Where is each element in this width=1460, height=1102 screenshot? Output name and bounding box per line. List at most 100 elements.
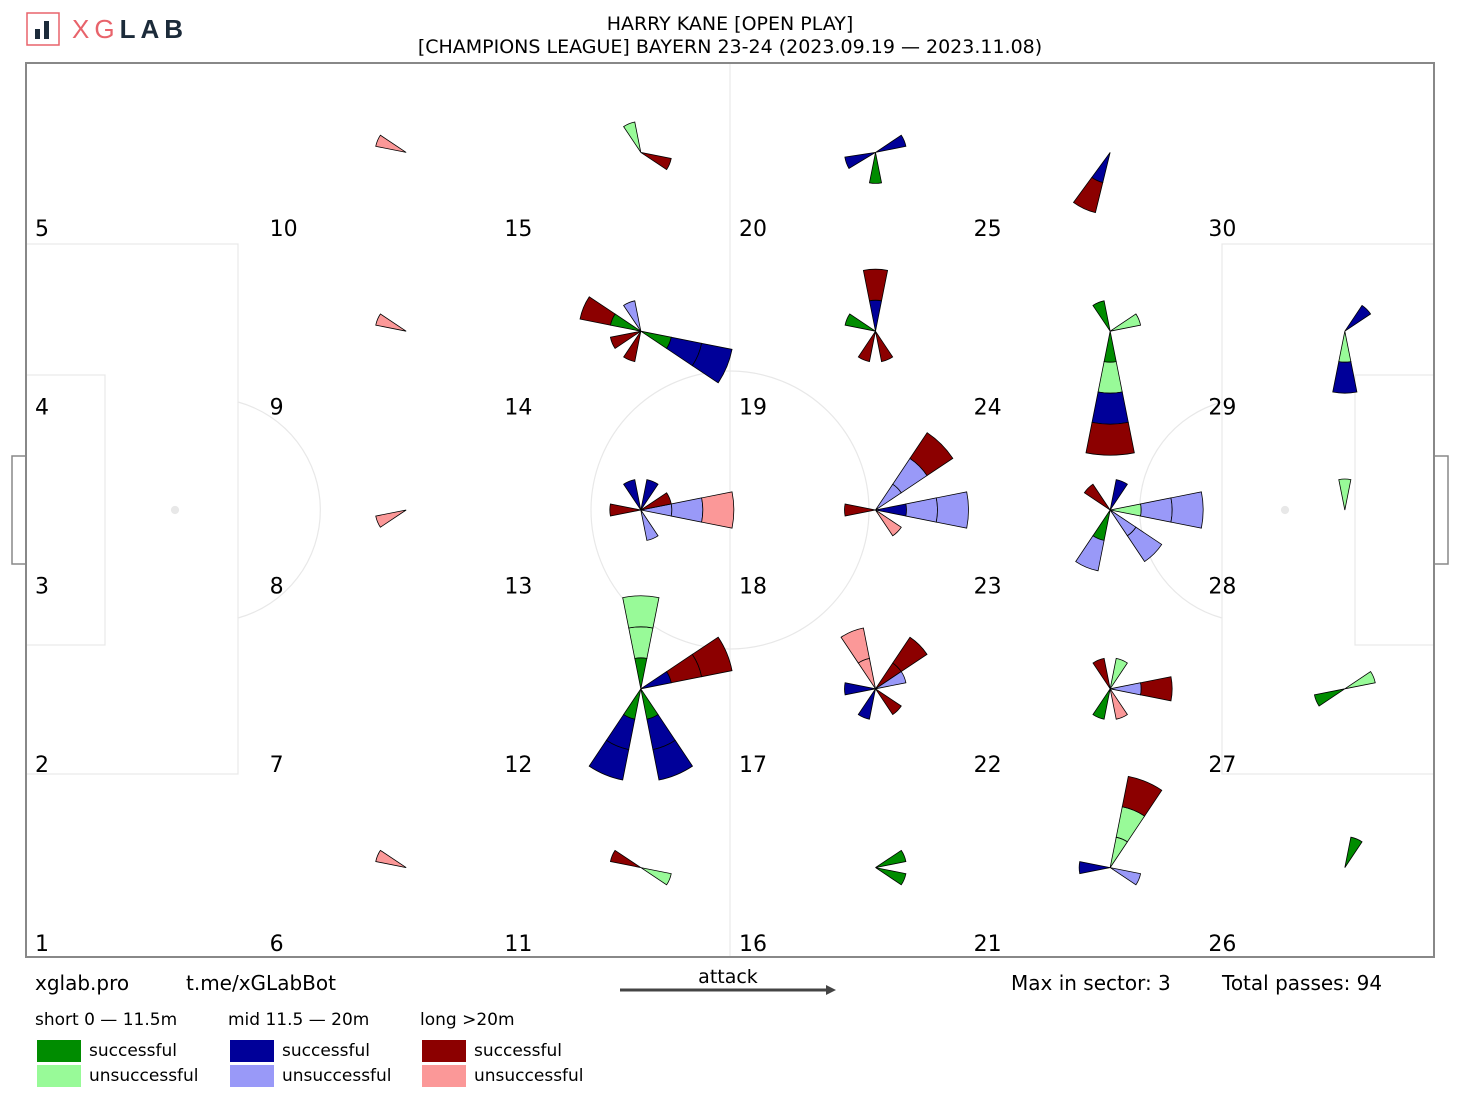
sonar-segment <box>375 849 407 868</box>
sonar-segment <box>1092 688 1111 720</box>
sonar-segment <box>640 492 672 511</box>
sonar-segment <box>862 268 889 302</box>
zone-label: 26 <box>1208 932 1236 957</box>
legend-group-long: long >20m successful unsuccessful <box>420 1010 610 1088</box>
sonar-segment <box>1121 775 1163 817</box>
sonar-segment <box>623 479 642 511</box>
sonar-segment <box>1110 682 1142 696</box>
legend-item-label: unsuccessful <box>474 1065 584 1086</box>
sonar-segment <box>1126 526 1163 563</box>
brand-logo: XG LAB <box>26 12 188 46</box>
zone-label: 29 <box>1208 396 1236 421</box>
sonar-segment <box>1078 861 1111 875</box>
sonar-segment <box>1109 688 1128 720</box>
sonar-segment <box>1091 391 1129 425</box>
bar-chart-icon <box>26 12 60 46</box>
footer-site[interactable]: xglab.pro <box>35 971 130 995</box>
zone-label: 1 <box>35 932 49 957</box>
sonar-segment <box>875 849 907 868</box>
sonar-segment <box>588 739 630 781</box>
sonar-segment <box>1092 509 1111 541</box>
sonar-segment <box>1344 836 1363 868</box>
zone-label: 22 <box>974 753 1002 778</box>
sonar-segment <box>623 688 642 720</box>
sonar-segment <box>640 509 659 541</box>
sonar-segment <box>622 595 660 629</box>
footer-bot-link[interactable]: t.me/xGLabBot <box>186 971 336 995</box>
sonar-segment <box>609 503 641 517</box>
sonar-segment <box>623 300 642 332</box>
zone-label: 21 <box>974 932 1002 957</box>
right-penalty-spot <box>1280 505 1290 515</box>
sonar-segment <box>875 330 894 363</box>
legend-item-label: unsuccessful <box>89 1065 199 1086</box>
zone-label: 10 <box>270 217 298 242</box>
sonar-segment <box>1338 478 1352 511</box>
sonar-segment <box>1072 176 1104 214</box>
sonar-segment <box>875 671 907 690</box>
sonar-segment <box>1109 836 1128 868</box>
sonar-segment <box>609 330 642 349</box>
sonar-segment <box>691 636 733 678</box>
chart-title: HARRY KANE [OPEN PLAY] [CHAMPIONS LEAGUE… <box>230 13 1230 59</box>
sonar-segment <box>670 497 704 523</box>
sonar-segment <box>857 688 876 720</box>
sonar-segment <box>1075 535 1105 572</box>
sonar-segment <box>634 657 648 689</box>
right-goal-area <box>1354 374 1435 646</box>
left-goal <box>11 455 27 565</box>
zone-label: 6 <box>270 932 284 957</box>
legend-item: successful <box>35 1038 225 1063</box>
legend-group-short: short 0 — 11.5m successful unsuccessful <box>35 1010 225 1088</box>
sonar-segment <box>909 432 954 477</box>
sonar-segment <box>1109 867 1142 886</box>
sonar-segment <box>1140 497 1173 523</box>
sonar-segment <box>1109 657 1128 690</box>
sonar-segment <box>609 849 642 868</box>
legend-item-label: successful <box>282 1040 370 1061</box>
sonar-segment <box>1097 361 1123 394</box>
zone-label: 30 <box>1208 217 1236 242</box>
zone-label: 7 <box>270 753 284 778</box>
right-goal <box>1433 455 1449 565</box>
attack-direction: attack <box>618 966 840 1000</box>
zone-label: 9 <box>270 396 284 421</box>
zone-label: 19 <box>739 396 767 421</box>
zone-label: 14 <box>504 396 532 421</box>
zone-label: 18 <box>739 574 767 599</box>
zone-label: 13 <box>504 574 532 599</box>
sonar-segment <box>1338 331 1352 363</box>
total-passes: Total passes: 94 <box>1222 971 1383 995</box>
sonar-segment <box>579 296 616 326</box>
brand-x-letters: XG <box>72 13 120 44</box>
legend-group-title: mid 11.5 — 20m <box>228 1010 370 1030</box>
legend-item-label: successful <box>89 1040 177 1061</box>
legend-group-title: short 0 — 11.5m <box>35 1010 178 1030</box>
sonar-segment <box>652 739 694 781</box>
legend-group-title: long >20m <box>420 1010 515 1030</box>
legend-swatch <box>37 1064 81 1087</box>
pass-sonars <box>375 121 1376 886</box>
sonar-segment <box>875 509 902 537</box>
sonar-segment <box>1170 491 1204 529</box>
max-in-sector: Max in sector: 3 <box>1011 971 1171 995</box>
sonar-segment <box>868 152 883 184</box>
legend-swatch <box>37 1039 81 1062</box>
legend-item: unsuccessful <box>420 1063 610 1088</box>
zone-label: 23 <box>974 574 1002 599</box>
sonar-segment <box>1109 479 1128 511</box>
sonar-segment <box>691 342 733 384</box>
legend-swatch <box>230 1039 274 1062</box>
zone-label: 25 <box>974 217 1002 242</box>
zone-labels: 1234567891011121314151617181920212223242… <box>35 217 1236 957</box>
sonar-segment <box>1332 361 1358 394</box>
sonar-segment <box>640 671 672 690</box>
sonar-segment <box>1344 304 1372 332</box>
left-penalty-arc <box>237 401 321 619</box>
sonar-segment <box>892 636 928 673</box>
sonar-segment <box>375 313 407 332</box>
sonar-segment <box>857 657 876 690</box>
zone-label: 4 <box>35 396 49 421</box>
zone-label: 11 <box>504 932 532 957</box>
